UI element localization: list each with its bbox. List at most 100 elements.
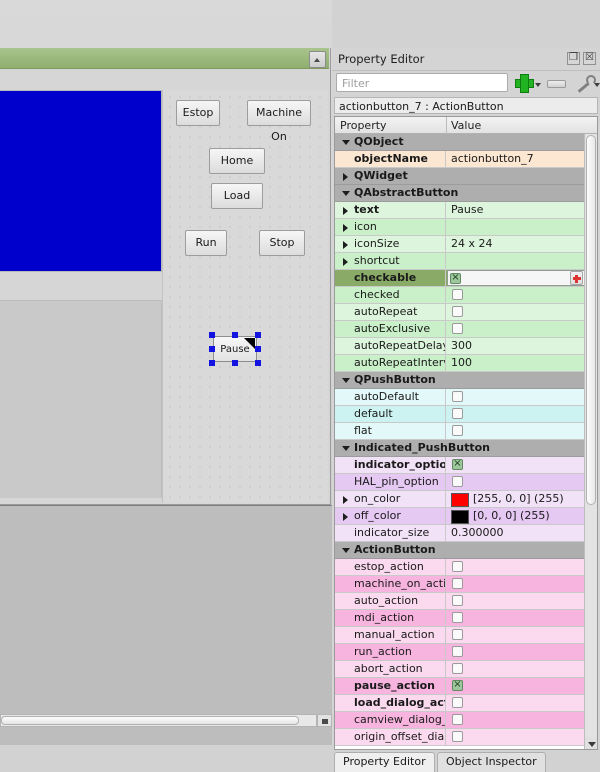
resize-handle-ne[interactable] [255,332,261,338]
property-row-text[interactable]: text Pause [335,202,585,219]
selected-widget-wrapper[interactable]: Pause [209,332,261,366]
resize-handle-e[interactable] [255,346,261,352]
vertical-scrollbar-thumb[interactable] [586,135,596,505]
property-row-mdi_action[interactable]: mdi_action [335,610,585,627]
property-group-Indicated_PushButton[interactable]: Indicated_PushButton [335,440,585,457]
property-row-autoDefault[interactable]: autoDefault [335,389,585,406]
resize-handle-w[interactable] [209,346,215,352]
form-grid-area[interactable] [162,90,328,503]
color-swatch-on_color[interactable] [451,493,469,507]
resize-handle-n[interactable] [232,332,238,338]
close-icon[interactable]: ☒ [583,52,596,65]
resize-handle-nw[interactable] [209,332,215,338]
form-button-machine-on[interactable]: Machine On [247,100,311,143]
checkbox-mdi_action[interactable] [452,612,463,623]
property-value[interactable] [447,304,585,320]
resize-handle-sw[interactable] [209,360,215,366]
property-row-run_action[interactable]: run_action [335,644,585,661]
resize-handle-s[interactable] [232,360,238,366]
dock-tab-bar[interactable]: Property Editor Object Inspector [334,752,598,772]
checkbox-load_dialog_action[interactable] [452,697,463,708]
property-row-pause_action[interactable]: pause_action [335,678,585,695]
property-value[interactable]: actionbutton_7 [451,152,534,165]
grey-panel[interactable] [0,300,162,500]
form-button-stop[interactable]: Stop [259,230,305,256]
checkbox-autoRepeat[interactable] [452,306,463,317]
checkbox-HAL_pin_option[interactable] [452,476,463,487]
property-row-checkable[interactable]: checkable [335,270,585,287]
property-value[interactable] [447,661,585,677]
checkbox-checked[interactable] [452,289,463,300]
checkbox-checkable[interactable] [450,271,461,285]
property-row-camview_dialog_acti…[interactable]: camview_dialog_acti… [335,712,585,729]
property-value[interactable] [447,695,585,711]
property-value[interactable] [447,678,585,694]
minus-icon[interactable] [547,80,566,88]
property-row-machine_on_action[interactable]: machine_on_action [335,576,585,593]
chevron-down-icon-configure[interactable] [594,83,600,87]
property-value[interactable] [447,321,585,337]
property-row-shortcut[interactable]: shortcut [335,253,585,270]
checkbox-manual_action[interactable] [452,629,463,640]
chevron-right-icon[interactable] [343,173,348,181]
checkbox-flat[interactable] [452,425,463,436]
property-value[interactable] [447,389,585,405]
form-canvas[interactable]: Estop Machine On Home Load Run Stop Pause [0,70,328,503]
property-row-abort_action[interactable]: abort_action [335,661,585,678]
property-value[interactable] [447,559,585,575]
property-vertical-scrollbar[interactable] [584,134,597,749]
checkbox-indicator_option[interactable] [452,457,463,471]
checkbox-estop_action[interactable] [452,561,463,572]
property-row-autoExclusive[interactable]: autoExclusive [335,321,585,338]
property-row-load_dialog_action[interactable]: load_dialog_action [335,695,585,712]
property-row-icon[interactable]: icon [335,219,585,236]
color-swatch-off_color[interactable] [451,510,469,524]
form-button-estop[interactable]: Estop [176,100,220,126]
tab-property-editor[interactable]: Property Editor [334,752,435,772]
property-row-autoRepeatDelay[interactable]: autoRepeatDelay 300 [335,338,585,355]
resize-grip[interactable] [317,714,332,727]
property-value[interactable] [447,644,585,660]
property-table[interactable]: Property Value QObject objectName actionbu… [334,116,598,750]
chevron-right-icon[interactable] [343,258,348,266]
property-value[interactable]: [255, 0, 0] (255) [447,491,585,507]
property-row-iconSize[interactable]: iconSize 24 x 24 [335,236,585,253]
property-row-auto_action[interactable]: auto_action [335,593,585,610]
property-value[interactable] [447,219,585,235]
chevron-down-icon[interactable] [342,378,350,383]
property-group-QAbstractButton[interactable]: QAbstractButton [335,185,585,202]
chevron-down-icon[interactable] [342,140,350,145]
chevron-right-icon[interactable] [343,207,348,215]
property-row-on_color[interactable]: on_color [255, 0, 0] (255) [335,491,585,508]
wrench-icon[interactable] [575,74,596,91]
form-button-home[interactable]: Home [209,148,265,174]
scrollbar-thumb[interactable] [1,716,299,725]
property-row-indicator_option[interactable]: indicator_option [335,457,585,474]
resize-handle-se[interactable] [255,360,261,366]
property-value[interactable]: 0.300000 [451,526,504,539]
property-value[interactable] [447,593,585,609]
form-titlebar[interactable] [0,48,329,69]
property-group-ActionButton[interactable]: ActionButton [335,542,585,559]
property-value[interactable] [447,712,585,728]
blue-display-panel[interactable] [0,90,162,272]
checkbox-origin_offset_dialog[interactable] [452,731,463,742]
property-value[interactable] [447,287,585,303]
property-row-estop_action[interactable]: estop_action [335,559,585,576]
checkbox-autoDefault[interactable] [452,391,463,402]
checkbox-camview_dialog_acti…[interactable] [452,714,463,725]
checkbox-autoExclusive[interactable] [452,323,463,334]
property-group-QWidget[interactable]: QWidget [335,168,585,185]
property-value[interactable]: 100 [451,356,472,369]
chevron-down-icon[interactable] [342,446,350,451]
property-value[interactable] [447,576,585,592]
chevron-right-icon[interactable] [343,513,348,521]
property-row-autoRepeatInterval[interactable]: autoRepeatInterval 100 [335,355,585,372]
chevron-right-icon[interactable] [343,224,348,232]
checkbox-auto_action[interactable] [452,595,463,606]
plus-icon[interactable] [515,74,534,93]
property-value[interactable]: Pause [451,203,484,216]
chevron-down-icon-add[interactable] [535,83,541,87]
form-collapse-button[interactable] [309,51,326,68]
reset-property-button[interactable] [570,271,583,285]
